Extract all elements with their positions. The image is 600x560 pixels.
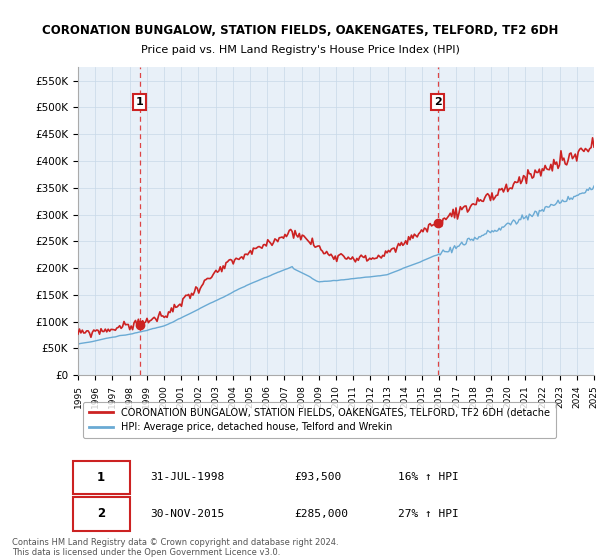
- Text: Price paid vs. HM Land Registry's House Price Index (HPI): Price paid vs. HM Land Registry's House …: [140, 45, 460, 55]
- Text: Contains HM Land Registry data © Crown copyright and database right 2024.
This d: Contains HM Land Registry data © Crown c…: [12, 538, 338, 557]
- Text: £93,500: £93,500: [295, 473, 342, 482]
- Text: 2: 2: [97, 507, 105, 520]
- Text: 16% ↑ HPI: 16% ↑ HPI: [398, 473, 458, 482]
- Text: 1: 1: [97, 471, 105, 484]
- Text: 30-NOV-2015: 30-NOV-2015: [150, 509, 224, 519]
- Text: 31-JUL-1998: 31-JUL-1998: [150, 473, 224, 482]
- Text: £285,000: £285,000: [295, 509, 349, 519]
- FancyBboxPatch shape: [73, 497, 130, 530]
- Text: CORONATION BUNGALOW, STATION FIELDS, OAKENGATES, TELFORD, TF2 6DH: CORONATION BUNGALOW, STATION FIELDS, OAK…: [42, 24, 558, 38]
- Text: 2: 2: [434, 97, 442, 107]
- Text: 27% ↑ HPI: 27% ↑ HPI: [398, 509, 458, 519]
- Legend: CORONATION BUNGALOW, STATION FIELDS, OAKENGATES, TELFORD, TF2 6DH (detache, HPI:: CORONATION BUNGALOW, STATION FIELDS, OAK…: [83, 402, 556, 438]
- FancyBboxPatch shape: [73, 461, 130, 494]
- Text: 1: 1: [136, 97, 143, 107]
